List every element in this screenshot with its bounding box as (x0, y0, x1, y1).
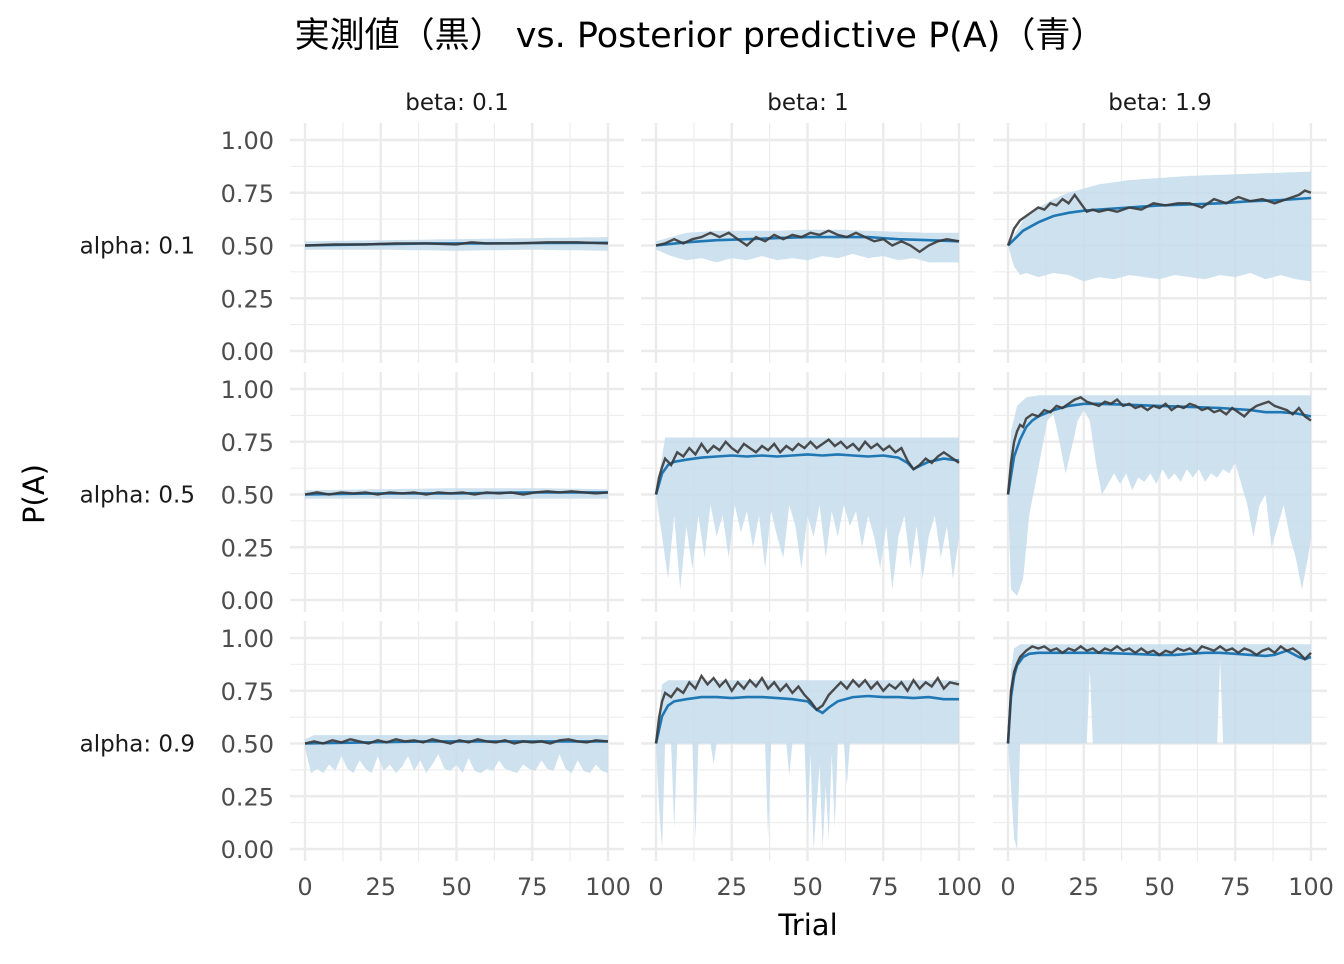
x-tick-label: 0 (648, 873, 663, 901)
facet-row-label: alpha: 0.5 (80, 483, 195, 509)
credible-band (1008, 171, 1311, 282)
predicted-line (655, 235, 960, 247)
credible-band (656, 680, 959, 849)
y-tick-label: 0.25 (221, 534, 274, 562)
x-tick-label: 25 (1068, 873, 1099, 901)
panel-alpha-0-5-beta-0-1: 0.00 0.25 0.50 0.75 1.00 alpha: 0.5 (80, 372, 624, 615)
facet-row-label: alpha: 0.1 (80, 234, 195, 260)
credible-band (656, 437, 959, 590)
observed-line (304, 241, 609, 247)
panel-group: 0.00 0.25 0.50 0.75 1.00 beta: 0.1 alpha: 0.1 b… (80, 90, 1334, 901)
y-tick-label: 0.00 (221, 836, 274, 864)
x-tick-label: 75 (1220, 873, 1251, 901)
observed-line (1006, 644, 1312, 744)
x-tick-label: 100 (585, 873, 631, 901)
chart-title: 実測値（黒） vs. Posterior predictive P(A)（青） (295, 16, 1106, 56)
y-tick-label: 0.00 (221, 587, 274, 615)
x-tick-label: 25 (716, 873, 747, 901)
facet-col-label: beta: 0.1 (405, 90, 509, 116)
x-tick-label: 75 (517, 873, 548, 901)
observed-line (1006, 189, 1312, 246)
predicted-line (654, 694, 959, 744)
facet-row-label: alpha: 0.9 (80, 732, 195, 758)
predicted-line (1007, 196, 1312, 247)
observed-line (304, 490, 609, 496)
panel-alpha-0-1-beta-1-9: beta: 1.9 (993, 90, 1327, 363)
y-tick-label: 0.25 (221, 285, 274, 313)
y-tick-label: 1.00 (221, 376, 274, 404)
credible-band (1008, 644, 1311, 849)
y-tick-label: 0.75 (221, 678, 274, 706)
x-tick-label: 50 (1144, 873, 1175, 901)
facet-col-label: beta: 1.9 (1108, 90, 1212, 116)
y-tick-label: 0.50 (221, 731, 274, 759)
credible-band (1008, 395, 1311, 596)
observed-line (655, 229, 960, 254)
y-tick-label: 0.25 (221, 783, 274, 811)
y-tick-label: 0.50 (221, 482, 274, 510)
y-tick-label: 0.75 (221, 429, 274, 457)
panel-alpha-0-1-beta-0-1: 0.00 0.25 0.50 0.75 1.00 beta: 0.1 alpha: 0.1 (80, 90, 624, 366)
x-tick-label: 50 (441, 873, 472, 901)
x-tick-label: 100 (1288, 873, 1334, 901)
observed-line (1006, 396, 1312, 495)
y-tick-label: 0.75 (221, 180, 274, 208)
x-tick-label: 0 (1000, 873, 1015, 901)
facet-col-label: beta: 1 (767, 90, 849, 116)
predicted-line (1006, 402, 1312, 495)
x-tick-label: 100 (936, 873, 982, 901)
y-tick-label: 1.00 (221, 127, 274, 155)
panel-alpha-0-9-beta-1-9: 0 25 50 75 100 (993, 621, 1334, 901)
x-tick-label: 75 (868, 873, 899, 901)
panel-alpha-0-5-beta-1-9 (993, 372, 1327, 612)
x-axis-label: Trial (777, 908, 837, 942)
y-tick-label: 1.00 (221, 625, 274, 653)
panel-alpha-0-5-beta-1 (641, 372, 975, 612)
x-tick-label: 50 (792, 873, 823, 901)
observed-line (654, 673, 960, 744)
observed-line (654, 438, 960, 495)
observed-line (304, 738, 609, 745)
panel-alpha-0-9-beta-1: 0 25 50 75 100 (641, 621, 982, 901)
credible-band (305, 735, 608, 773)
y-axis-label: P(A) (17, 464, 51, 524)
y-tick-label: 0.50 (221, 233, 274, 261)
x-tick-label: 0 (297, 873, 312, 901)
panel-alpha-0-9-beta-0-1: 0.00 0.25 0.50 0.75 1.00 0 25 50 75 100 alpha: 0.9 (80, 621, 631, 901)
x-tick-label: 25 (365, 873, 396, 901)
y-tick-label: 0.00 (221, 338, 274, 366)
panel-alpha-0-1-beta-1: beta: 1 (641, 90, 975, 363)
